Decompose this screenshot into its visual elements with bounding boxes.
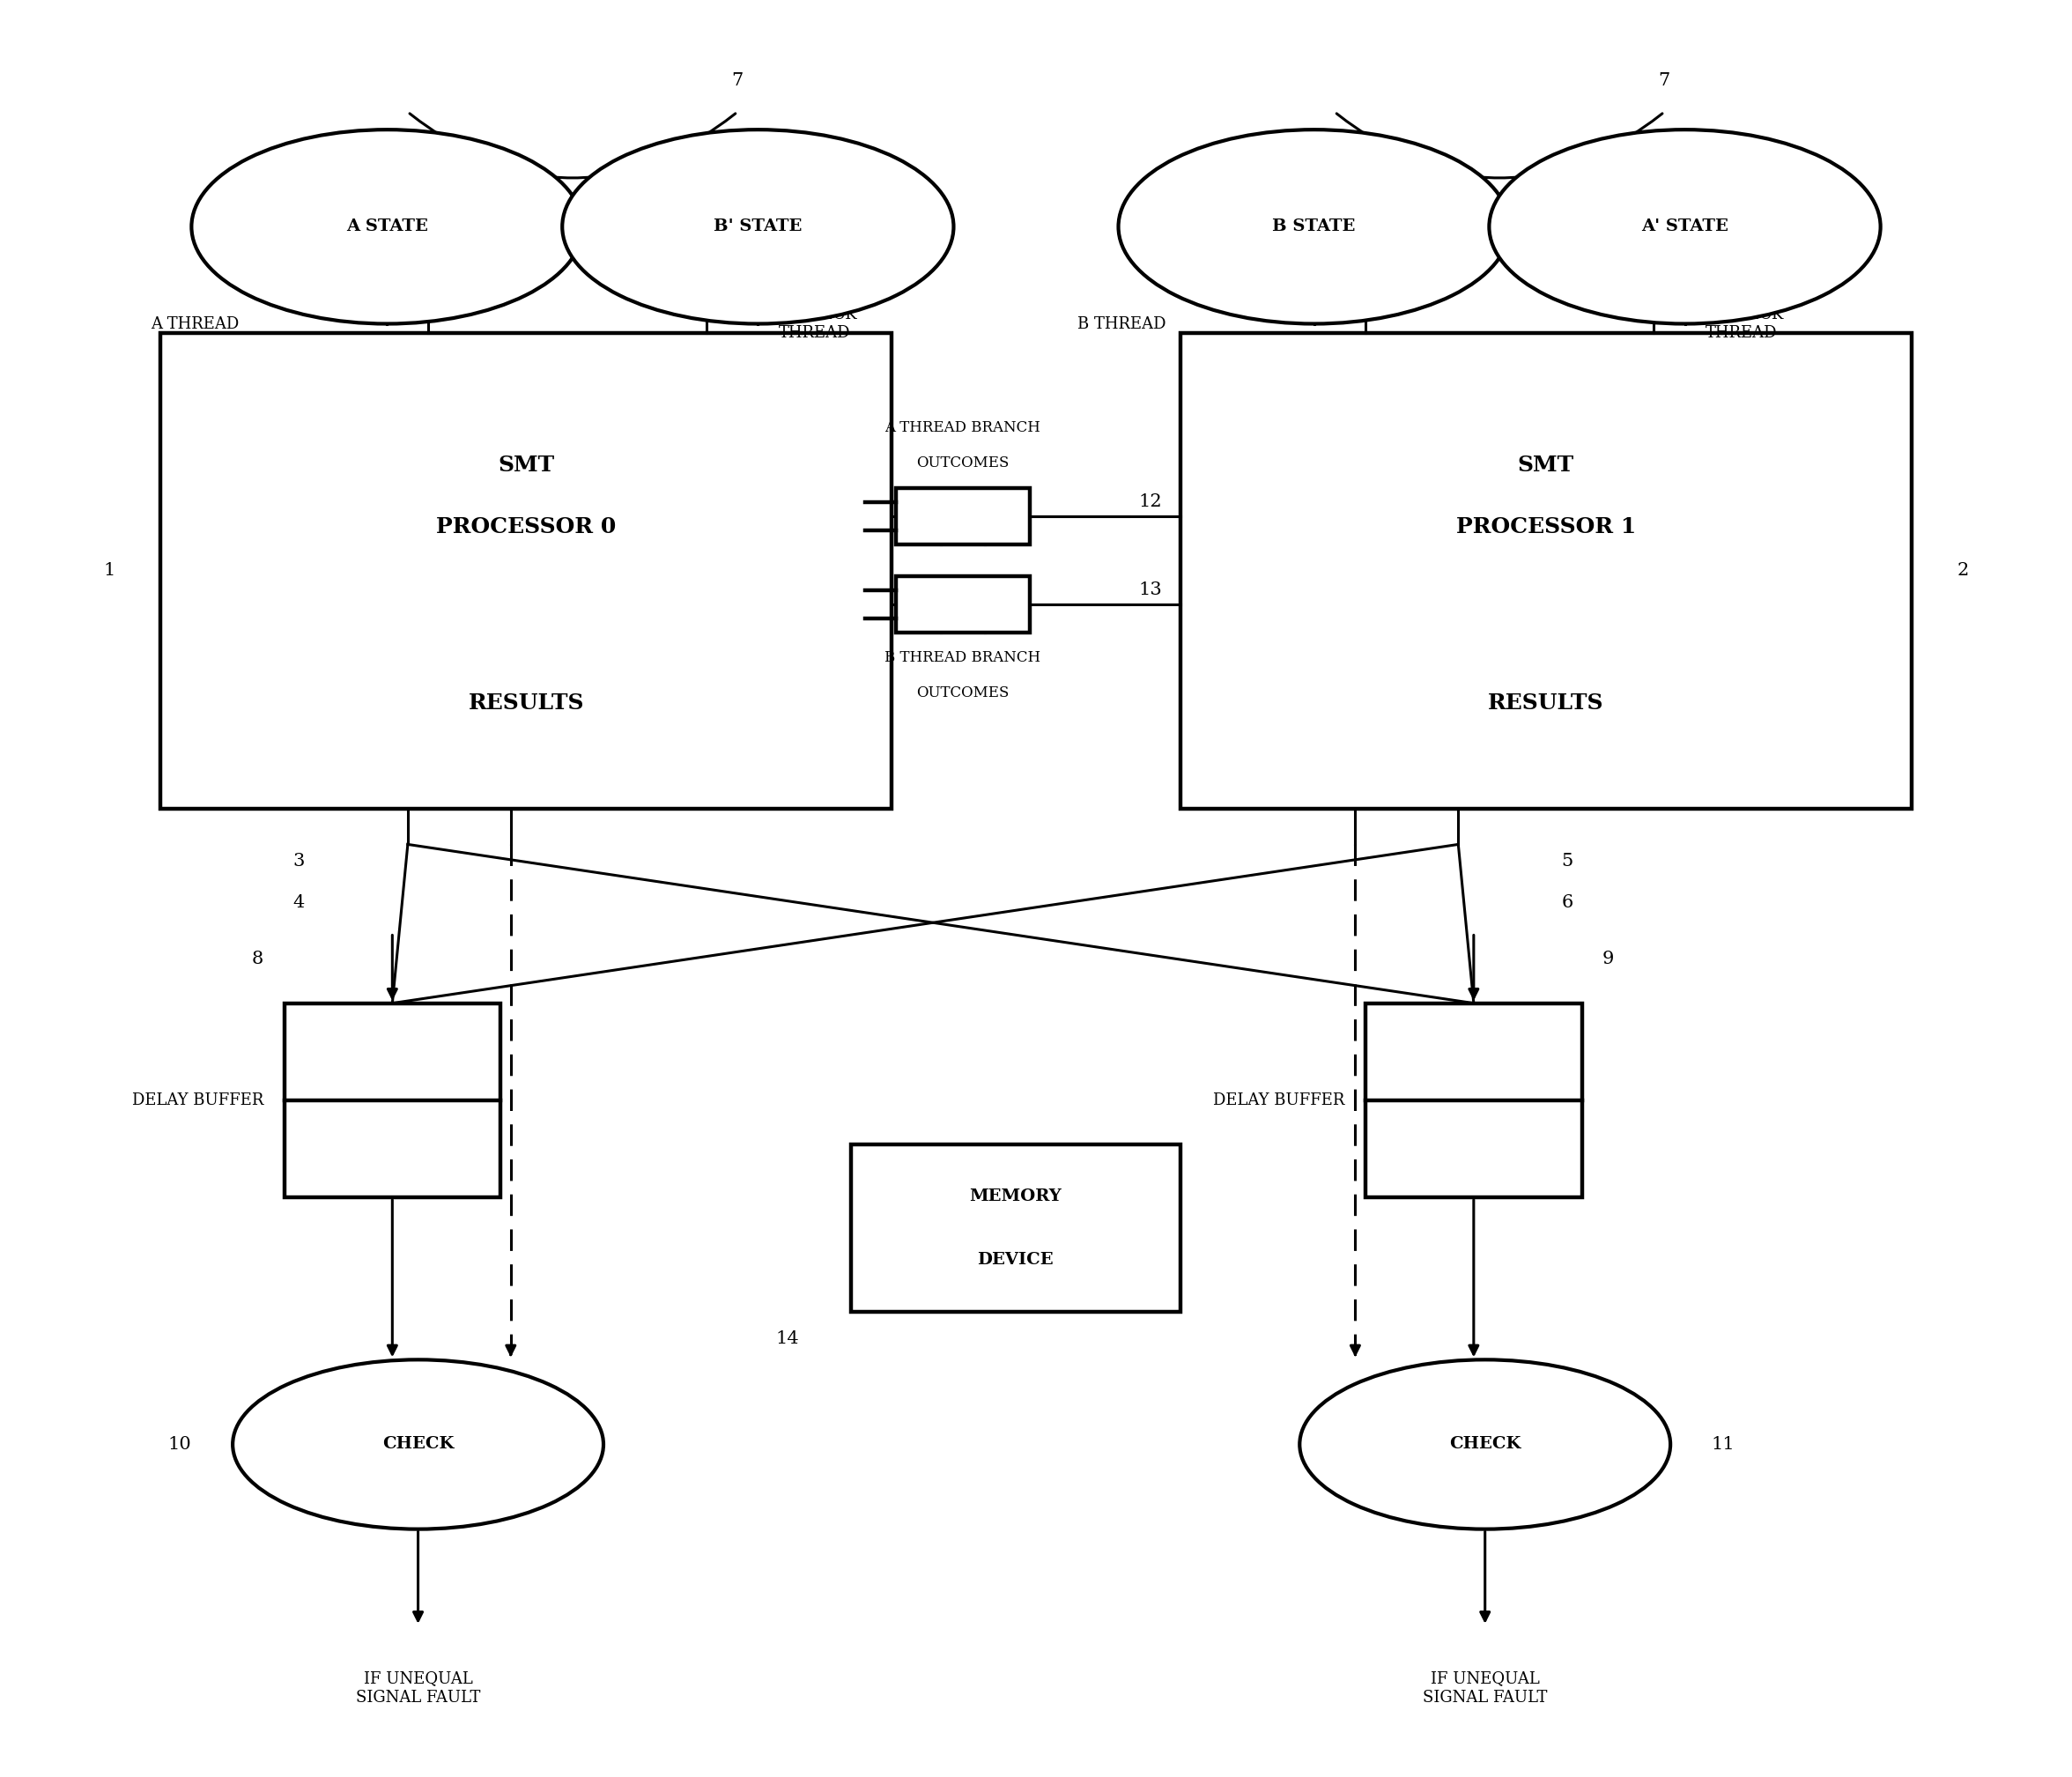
Text: B THREAD BRANCH: B THREAD BRANCH (885, 650, 1040, 665)
Text: 4: 4 (292, 894, 305, 910)
Text: PROCESSOR 0: PROCESSOR 0 (437, 515, 615, 537)
Text: OUTCOMES: OUTCOMES (916, 455, 1009, 471)
Ellipse shape (232, 1359, 603, 1530)
Text: DEVICE: DEVICE (978, 1253, 1053, 1269)
Ellipse shape (1119, 130, 1510, 323)
Text: A THREAD BRANCH: A THREAD BRANCH (885, 419, 1040, 435)
Text: CHECK: CHECK (381, 1436, 454, 1452)
Bar (895, 576, 1030, 633)
Text: 8: 8 (253, 951, 263, 967)
Text: IF UNEQUAL
SIGNAL FAULT: IF UNEQUAL SIGNAL FAULT (356, 1670, 481, 1706)
Text: 2: 2 (1958, 563, 1968, 579)
Text: B CHECK
THREAD: B CHECK THREAD (779, 307, 856, 341)
Text: SMT: SMT (497, 455, 555, 476)
Text: SMT: SMT (1517, 455, 1575, 476)
Text: 6: 6 (1560, 894, 1573, 910)
Bar (1365, 1004, 1581, 1198)
Bar (852, 1144, 1181, 1311)
Text: 5: 5 (1560, 853, 1573, 871)
Text: 14: 14 (775, 1331, 800, 1347)
Text: OUTCOMES: OUTCOMES (916, 686, 1009, 700)
Text: DELAY BUFFER: DELAY BUFFER (1214, 1093, 1345, 1109)
Text: 10: 10 (168, 1436, 191, 1454)
Text: IF UNEQUAL
SIGNAL FAULT: IF UNEQUAL SIGNAL FAULT (1423, 1670, 1548, 1706)
Text: B THREAD: B THREAD (1077, 316, 1167, 332)
Text: RESULTS: RESULTS (468, 693, 584, 714)
Ellipse shape (1299, 1359, 1670, 1530)
Ellipse shape (191, 130, 582, 323)
Text: PROCESSOR 1: PROCESSOR 1 (1457, 515, 1635, 537)
Text: 9: 9 (1602, 951, 1614, 967)
Text: 13: 13 (1140, 581, 1162, 599)
Text: A STATE: A STATE (346, 219, 429, 235)
Text: CHECK: CHECK (1448, 1436, 1521, 1452)
Text: 11: 11 (1711, 1436, 1734, 1454)
Text: A CHECK
THREAD: A CHECK THREAD (1705, 307, 1784, 341)
Text: A THREAD: A THREAD (151, 316, 238, 332)
Text: A' STATE: A' STATE (1641, 219, 1728, 235)
Text: 7: 7 (731, 71, 744, 89)
Ellipse shape (1490, 130, 1881, 323)
Bar (895, 489, 1030, 544)
Text: 7: 7 (1658, 71, 1670, 89)
Text: MEMORY: MEMORY (970, 1189, 1061, 1205)
Text: B STATE: B STATE (1272, 219, 1355, 235)
Bar (162, 332, 891, 809)
Bar (284, 1004, 501, 1198)
Text: RESULTS: RESULTS (1488, 693, 1604, 714)
Ellipse shape (562, 130, 953, 323)
Text: 1: 1 (104, 563, 116, 579)
Text: 12: 12 (1140, 494, 1162, 510)
Bar (1181, 332, 1910, 809)
Text: 3: 3 (292, 853, 305, 871)
Text: DELAY BUFFER: DELAY BUFFER (133, 1093, 263, 1109)
Text: B' STATE: B' STATE (713, 219, 802, 235)
